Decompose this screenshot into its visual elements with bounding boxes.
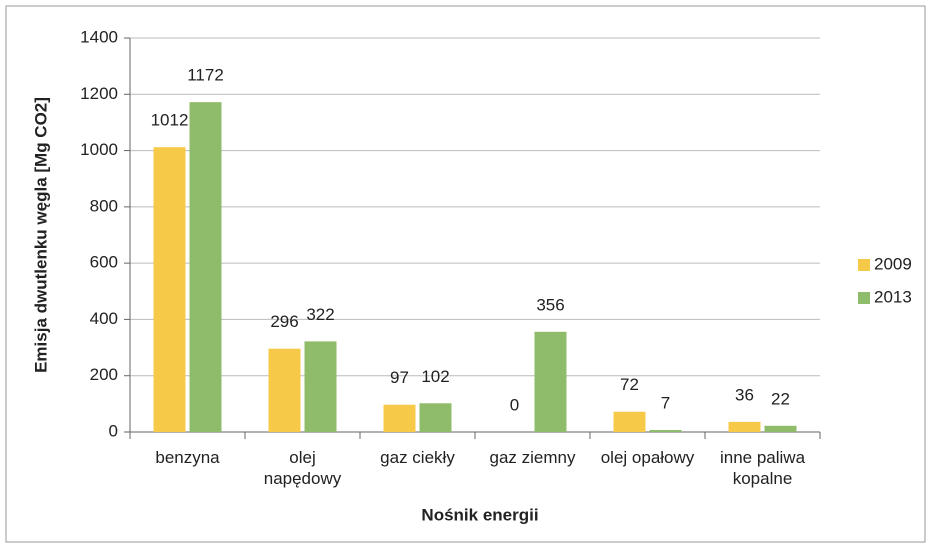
bar: [613, 411, 646, 432]
bar: [764, 425, 797, 432]
value-label: 22: [771, 389, 790, 408]
x-tick-label: inne paliwa kopalne: [719, 448, 806, 488]
bar: [189, 102, 222, 432]
y-tick-label: 800: [90, 196, 118, 215]
y-tick-label: 0: [109, 421, 118, 440]
value-label: 296: [270, 312, 298, 331]
bar: [153, 147, 186, 433]
value-label: 97: [390, 368, 409, 387]
legend-label: 2009: [874, 254, 912, 273]
x-tick-label: gaz ciekły: [380, 448, 455, 467]
x-tick-label: benzyna: [155, 448, 220, 467]
value-label: 1172: [187, 66, 224, 85]
legend-swatch: [858, 259, 870, 271]
value-label: 72: [620, 375, 639, 394]
x-tick-label: olej napędowy: [263, 448, 342, 488]
x-tick-label: gaz ziemny: [489, 448, 576, 467]
value-label: 322: [306, 305, 334, 324]
bar: [383, 404, 416, 432]
bar: [728, 421, 761, 432]
bar: [534, 331, 567, 432]
y-tick-label: 1400: [80, 27, 118, 46]
bar: [419, 403, 452, 432]
y-tick-label: 400: [90, 309, 118, 328]
bar: [304, 341, 337, 432]
frame: [5, 5, 926, 543]
value-label: 7: [661, 394, 670, 413]
bar: [268, 348, 301, 432]
value-label: 1012: [151, 111, 189, 130]
legend-swatch: [858, 292, 870, 304]
x-axis-title: Nośnik energii: [421, 505, 538, 524]
x-tick-label: olej opałowy: [600, 448, 695, 467]
bar: [649, 430, 682, 432]
value-label: 356: [536, 295, 564, 314]
y-tick-label: 200: [90, 365, 118, 384]
value-label: 102: [421, 367, 449, 386]
value-label: 0: [510, 395, 519, 414]
y-axis-title: Emisja dwutlenku węgla [Mg CO2]: [31, 97, 50, 373]
y-tick-label: 1200: [80, 84, 118, 103]
legend-label: 2013: [874, 287, 912, 306]
y-tick-label: 1000: [80, 140, 118, 159]
value-label: 36: [735, 385, 754, 404]
y-tick-label: 600: [90, 253, 118, 272]
